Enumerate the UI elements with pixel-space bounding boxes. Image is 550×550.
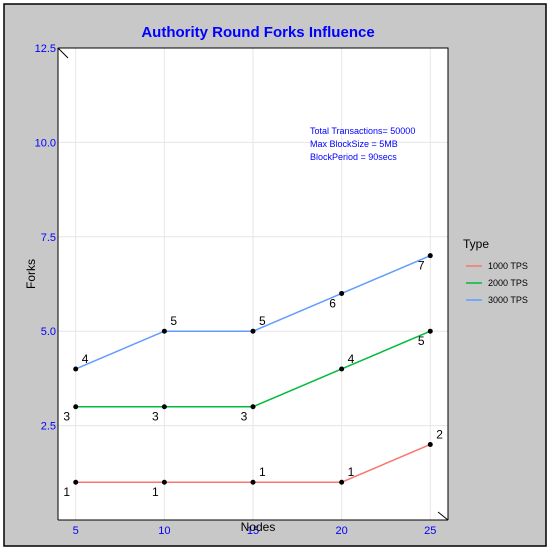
x-tick-label: 20 bbox=[336, 525, 348, 537]
x-axis-arrow bbox=[437, 511, 449, 521]
data-label: 5 bbox=[259, 314, 266, 328]
legend-title: Type bbox=[463, 237, 489, 251]
data-point bbox=[250, 328, 256, 334]
annotation-total-transactions: Total Transactions= 50000 bbox=[310, 126, 415, 136]
y-tick-label: 10.0 bbox=[35, 137, 56, 149]
legend: Type 1000 TPS 2000 TPS 3000 TPS bbox=[463, 237, 528, 305]
annotation-block-period: BlockPeriod = 90secs bbox=[310, 152, 397, 162]
data-label: 3 bbox=[63, 410, 70, 424]
data-point bbox=[73, 366, 79, 372]
x-tick-label: 5 bbox=[73, 525, 79, 537]
data-label: 1 bbox=[63, 485, 70, 499]
x-tick-label: 15 bbox=[247, 525, 259, 537]
data-label: 4 bbox=[82, 352, 89, 366]
data-label: 5 bbox=[418, 334, 425, 348]
data-point bbox=[161, 328, 167, 334]
data-point bbox=[161, 404, 167, 410]
tick-labels: 2.55.07.510.012.55 10 15 20 25 bbox=[35, 43, 437, 537]
data-point bbox=[427, 253, 433, 259]
data-point bbox=[427, 328, 433, 334]
data-label: 6 bbox=[329, 296, 336, 310]
grid-lines bbox=[58, 47, 448, 520]
data-point bbox=[339, 479, 345, 485]
y-tick-label: 5.0 bbox=[41, 326, 56, 338]
data-label: 3 bbox=[152, 410, 159, 424]
data-point bbox=[339, 290, 345, 296]
data-label: 1 bbox=[348, 465, 355, 479]
y-tick-label: 2.5 bbox=[41, 421, 56, 433]
data-label: 7 bbox=[418, 259, 425, 273]
data-label: 3 bbox=[241, 410, 248, 424]
data-point bbox=[427, 441, 433, 447]
data-label: 1 bbox=[259, 465, 266, 479]
chart-title: Authority Round Forks Influence bbox=[141, 24, 374, 41]
x-tick-label: 25 bbox=[424, 525, 436, 537]
axes bbox=[57, 47, 449, 521]
legend-label: 1000 TPS bbox=[488, 261, 528, 271]
y-axis-label: Forks bbox=[24, 259, 38, 289]
data-label: 1 bbox=[152, 485, 159, 499]
y-tick-label: 12.5 bbox=[35, 43, 56, 55]
legend-items: 1000 TPS 2000 TPS 3000 TPS bbox=[466, 261, 528, 305]
annotation-max-blocksize: Max BlockSize = 5MB bbox=[310, 139, 398, 149]
plot-frame bbox=[58, 47, 449, 520]
y-axis-arrow bbox=[57, 47, 69, 59]
x-tick-label: 10 bbox=[158, 525, 170, 537]
data-point bbox=[161, 479, 167, 485]
data-point bbox=[339, 366, 345, 372]
series-points bbox=[73, 253, 433, 485]
data-point bbox=[73, 404, 79, 410]
data-label: 4 bbox=[348, 352, 355, 366]
point-labels: 1 1 1 1 2 3 3 3 4 5 4 5 5 6 7 bbox=[63, 259, 443, 500]
data-label: 2 bbox=[436, 427, 443, 441]
data-point bbox=[250, 479, 256, 485]
x-axis-label: Nodes bbox=[241, 520, 276, 534]
plot-area: 1 1 1 1 2 3 3 3 4 5 4 5 5 6 7 bbox=[57, 47, 449, 521]
legend-label: 2000 TPS bbox=[488, 278, 528, 288]
data-point bbox=[250, 404, 256, 410]
data-label: 5 bbox=[170, 314, 177, 328]
y-tick-label: 7.5 bbox=[41, 232, 56, 244]
legend-label: 3000 TPS bbox=[488, 295, 528, 305]
annotations: Total Transactions= 50000 Max BlockSize … bbox=[310, 126, 415, 162]
data-point bbox=[73, 479, 79, 485]
